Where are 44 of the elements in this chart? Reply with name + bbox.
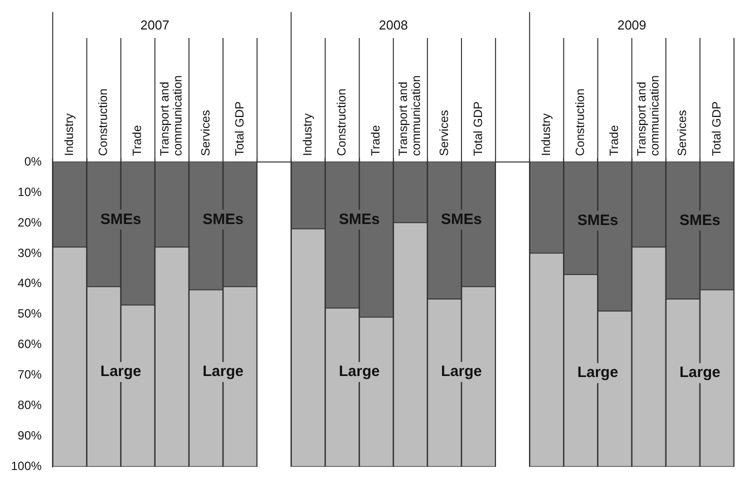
text: SMEs <box>577 212 618 229</box>
x-tick-label: Services <box>198 110 212 156</box>
text: SMEs <box>202 210 244 228</box>
y-tick-label: 80% <box>18 398 42 412</box>
y-tick-label: 100% <box>10 459 42 474</box>
x-tick-label: Industry <box>300 113 314 156</box>
x-tick-label: Transport and communication <box>396 75 424 156</box>
y-tick-label: 10% <box>18 184 42 199</box>
x-tick-label: Trade <box>130 124 144 156</box>
text: SMEs <box>338 210 380 228</box>
text: SMEs <box>441 210 482 228</box>
y-tick-label: 50% <box>18 306 42 321</box>
text: Large <box>441 363 482 380</box>
x-tick-label: Services <box>436 110 451 156</box>
x-tick-label: Total GDP <box>709 101 724 156</box>
x-tick-label: Construction <box>96 88 110 156</box>
x-tick-label: Industry <box>62 113 76 156</box>
x-tick-label: Construction <box>334 88 349 156</box>
y-tick-label: 70% <box>18 368 42 382</box>
y-tick-label: 90% <box>18 428 42 443</box>
text: 2007 <box>140 18 170 33</box>
y-tick-label: 0% <box>24 154 42 168</box>
x-tick-label: Construction <box>573 88 588 156</box>
text: 2009 <box>617 18 646 33</box>
x-tick-label: Trade <box>607 124 622 156</box>
text: SMEs <box>680 212 720 229</box>
x-tick-label: Total GDP <box>470 101 485 156</box>
text: Large <box>338 363 380 380</box>
text: Large <box>202 363 244 380</box>
x-tick-label: Industry <box>538 113 553 156</box>
text: Large <box>577 364 618 382</box>
y-tick-label: 40% <box>18 276 42 290</box>
series-label: SMEs <box>100 210 142 228</box>
y-tick-label: 20% <box>18 215 42 230</box>
series-label: Large <box>100 363 142 380</box>
x-tick-label: Trade <box>368 124 383 156</box>
x-tick-label: Transport and communication <box>158 75 185 156</box>
x-tick-label: Services <box>675 110 690 156</box>
x-tick-label: Transport and communication <box>634 75 662 156</box>
x-tick-label: Total GDP <box>232 101 246 156</box>
text: Large <box>680 364 720 382</box>
y-tick-label: 30% <box>18 246 42 260</box>
y-tick-label: 60% <box>18 337 42 352</box>
text: 2008 <box>378 18 408 33</box>
